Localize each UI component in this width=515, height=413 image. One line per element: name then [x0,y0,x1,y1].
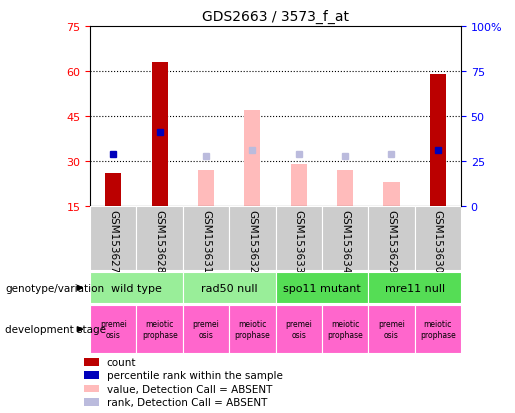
Text: meiotic
prophase: meiotic prophase [327,320,363,339]
Text: GSM153627: GSM153627 [108,210,118,273]
Bar [151,63,168,206]
Text: GSM153629: GSM153629 [386,210,397,273]
Text: GSM153628: GSM153628 [154,210,165,273]
Text: GSM153632: GSM153632 [247,210,258,273]
Bar [83,358,99,366]
Bar [244,111,261,206]
Text: meiotic
prophase: meiotic prophase [420,320,456,339]
Bar [276,306,322,353]
Text: meiotic
prophase: meiotic prophase [234,320,270,339]
Text: GSM153634: GSM153634 [340,210,350,273]
Bar [183,306,229,353]
Text: premei
osis: premei osis [100,320,127,339]
Text: mre11 null: mre11 null [385,283,444,293]
Bar [368,273,461,304]
Bar [83,372,99,379]
Bar [276,206,322,271]
Text: spo11 mutant: spo11 mutant [283,283,360,293]
Text: meiotic
prophase: meiotic prophase [142,320,178,339]
Bar [136,206,183,271]
Bar [322,206,368,271]
Text: GSM153631: GSM153631 [201,210,211,273]
Bar [229,306,276,353]
Bar [229,206,276,271]
Bar [290,165,307,206]
Text: wild type: wild type [111,283,162,293]
Bar [105,173,122,206]
Bar [136,306,183,353]
Title: GDS2663 / 3573_f_at: GDS2663 / 3573_f_at [202,10,349,24]
Text: premei
osis: premei osis [378,320,405,339]
Bar [90,306,136,353]
Text: count: count [107,357,136,367]
Text: GSM153633: GSM153633 [294,210,304,273]
Bar [368,206,415,271]
Bar [383,183,400,206]
Bar [430,75,446,206]
Bar [183,206,229,271]
Bar [83,385,99,392]
Bar [276,273,368,304]
Text: value, Detection Call = ABSENT: value, Detection Call = ABSENT [107,384,272,394]
Text: GSM153630: GSM153630 [433,210,443,273]
Bar [90,273,183,304]
Bar [322,306,368,353]
Bar [368,306,415,353]
Bar [415,206,461,271]
Bar [83,399,99,406]
Bar [90,206,136,271]
Text: rad50 null: rad50 null [201,283,258,293]
Bar [183,273,276,304]
Text: premei
osis: premei osis [285,320,312,339]
Text: rank, Detection Call = ABSENT: rank, Detection Call = ABSENT [107,397,267,407]
Text: genotype/variation: genotype/variation [5,283,104,293]
Bar [198,171,214,206]
Text: development stage: development stage [5,324,106,335]
Text: percentile rank within the sample: percentile rank within the sample [107,370,282,380]
Bar [337,171,353,206]
Bar [415,306,461,353]
Text: premei
osis: premei osis [193,320,219,339]
